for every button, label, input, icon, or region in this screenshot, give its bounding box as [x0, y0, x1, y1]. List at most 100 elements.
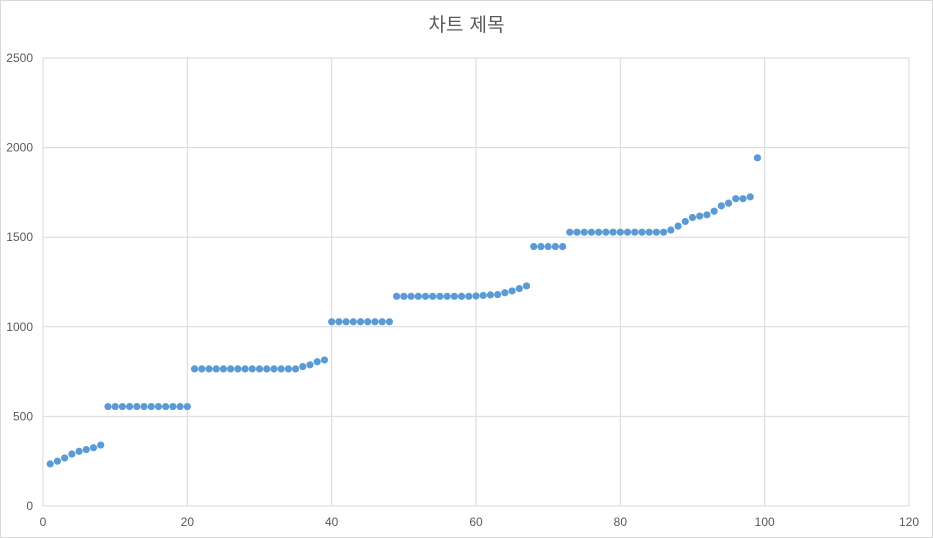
data-point: [154, 402, 163, 411]
data-point: [111, 402, 119, 411]
data-point: [162, 402, 170, 411]
data-point: [573, 228, 581, 236]
data-point: [234, 365, 242, 373]
data-point: [198, 365, 206, 373]
data-point: [703, 211, 711, 219]
data-point: [241, 365, 249, 373]
data-point: [522, 282, 531, 290]
data-point: [176, 402, 184, 411]
data-points: [46, 154, 762, 468]
data-point: [479, 291, 487, 300]
data-point: [739, 195, 747, 203]
data-point: [342, 318, 350, 326]
data-point: [248, 365, 256, 373]
data-point: [559, 242, 567, 251]
y-tick-label: 1000: [6, 320, 33, 334]
y-tick-label: 2500: [6, 51, 33, 65]
data-point: [472, 292, 480, 300]
data-point: [313, 358, 321, 366]
data-point: [68, 450, 76, 458]
data-point: [710, 207, 718, 215]
data-point: [82, 445, 90, 454]
data-point: [277, 365, 285, 373]
data-point: [212, 365, 220, 373]
data-point: [133, 402, 141, 411]
y-tick-label: 2000: [6, 141, 33, 155]
data-point: [732, 195, 740, 203]
data-point: [551, 242, 559, 251]
data-point: [544, 242, 552, 251]
y-tick-label: 1500: [6, 230, 33, 244]
data-point: [429, 292, 437, 300]
data-point: [457, 292, 466, 300]
data-point: [255, 365, 264, 373]
data-point: [501, 289, 509, 297]
data-point: [616, 228, 624, 236]
data-point: [688, 213, 697, 222]
data-point: [645, 228, 653, 236]
data-point: [717, 202, 725, 210]
data-point: [667, 226, 675, 234]
data-point: [89, 444, 98, 452]
data-point: [46, 460, 54, 468]
data-point: [681, 217, 689, 226]
x-tick-label: 0: [40, 515, 47, 529]
data-point: [494, 290, 502, 299]
data-point: [407, 292, 415, 300]
data-point: [746, 193, 754, 201]
data-point: [674, 222, 682, 230]
data-point: [219, 365, 228, 373]
data-point: [623, 228, 632, 236]
data-point: [118, 402, 126, 411]
data-point: [609, 228, 617, 236]
data-point: [393, 292, 401, 300]
data-point: [696, 212, 704, 220]
data-point: [587, 228, 596, 236]
data-point: [183, 402, 191, 411]
data-point: [602, 228, 610, 236]
data-point: [140, 402, 148, 411]
data-point: [652, 228, 661, 236]
x-tick-label: 80: [614, 515, 628, 529]
data-point: [724, 199, 733, 207]
data-point: [421, 292, 430, 300]
x-axis-ticks: 0 20 40 60 80 100 120: [40, 515, 920, 529]
x-tick-label: 60: [469, 515, 483, 529]
data-point: [291, 365, 300, 373]
chart-title: 차트 제목: [428, 14, 505, 36]
data-point: [205, 365, 213, 373]
data-point: [126, 402, 134, 411]
y-axis-ticks: 0 500 1000 1500 2000 2500: [6, 51, 33, 513]
y-tick-label: 0: [26, 499, 33, 513]
data-point: [450, 292, 458, 300]
data-point: [515, 285, 523, 293]
data-point: [306, 361, 314, 369]
x-tick-label: 120: [899, 515, 919, 529]
data-point: [753, 154, 762, 162]
data-point: [335, 318, 343, 326]
data-point: [385, 318, 393, 326]
data-point: [508, 287, 516, 295]
x-tick-label: 100: [755, 515, 775, 529]
data-point: [328, 318, 336, 326]
data-point: [75, 447, 83, 455]
data-point: [486, 291, 495, 299]
data-point: [660, 228, 668, 236]
y-tick-label: 500: [13, 409, 33, 423]
data-point: [169, 402, 177, 411]
data-point: [443, 292, 451, 300]
data-point: [147, 402, 155, 411]
gridlines: [42, 57, 910, 507]
data-point: [364, 318, 372, 326]
data-point: [270, 365, 278, 373]
data-point: [53, 457, 62, 465]
data-point: [400, 292, 408, 300]
data-point: [378, 318, 386, 326]
data-point: [263, 365, 271, 373]
data-point: [190, 365, 199, 373]
data-point: [61, 454, 69, 462]
data-point: [349, 318, 357, 326]
data-point: [465, 292, 473, 300]
